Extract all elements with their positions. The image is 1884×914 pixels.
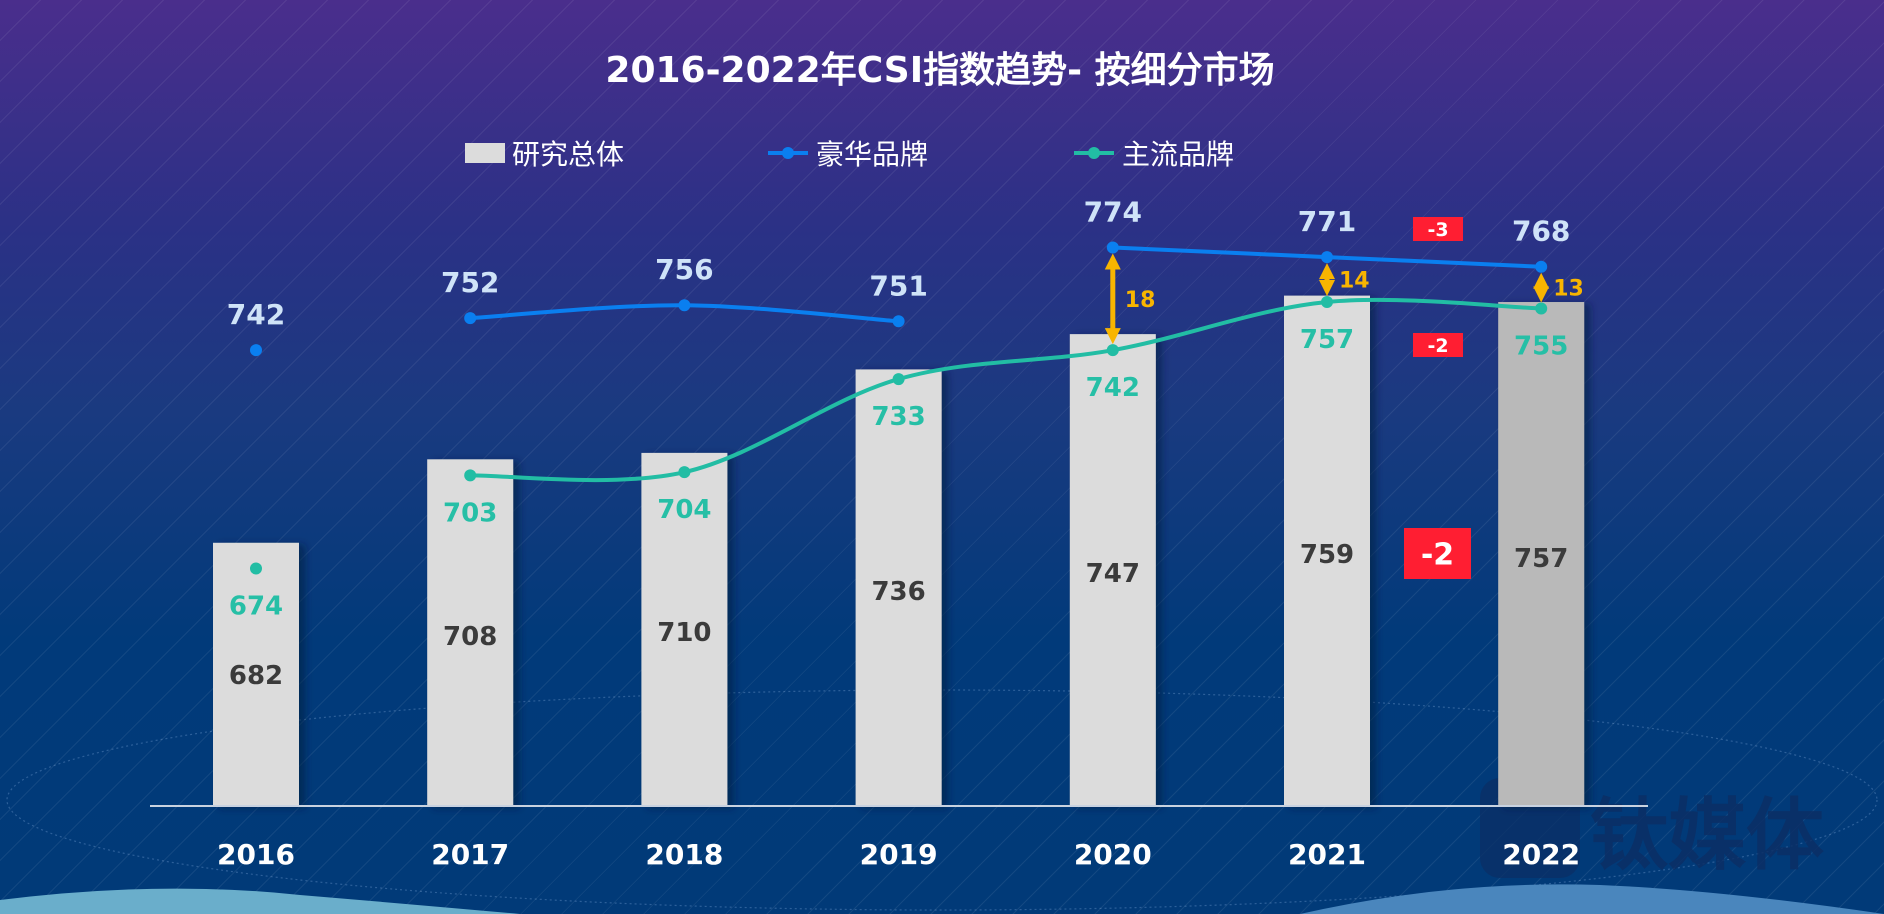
point-mainstream-2017 [464, 469, 477, 482]
gap-label-2021: 14 [1339, 269, 1370, 294]
line-mainstream [470, 297, 1542, 483]
labels-layer: 742 752 756 751 774 771 768 674 703 704 733 742 757 7… [217, 195, 1580, 871]
label-total-2019: 736 [871, 577, 925, 607]
chart-title: 2016-2022年CSI指数趋势- 按细分市场 [605, 50, 1274, 91]
gap-arrow-head-up-2020 [1104, 253, 1121, 270]
change-badge-label-0: -3 [1427, 219, 1448, 241]
background-decoration [0, 689, 1884, 914]
deco-ellipse [6, 689, 1878, 911]
deco-wave-right [1300, 884, 1884, 914]
gap-arrow-head-down-2020 [1104, 328, 1121, 345]
gap-arrow-head-up-2021 [1319, 263, 1335, 280]
legend-swatch-total [465, 143, 505, 163]
change-badge-0 [1413, 217, 1463, 241]
point-luxury-2017 [464, 312, 477, 325]
point-mainstream-2018 [678, 466, 691, 479]
label-total-2021: 759 [1300, 540, 1354, 570]
change-badge-1 [1413, 333, 1463, 357]
watermark-text: 钛媒体 [1590, 791, 1824, 881]
change-badge-label-1: -2 [1427, 335, 1448, 357]
x-tick-label-2022: 2022 [1502, 838, 1580, 871]
lines-layer [250, 241, 1548, 575]
label-total-2016: 682 [229, 661, 283, 691]
legend-marker-mainstream [1088, 147, 1100, 159]
bar-2016 [213, 542, 299, 806]
x-tick-label-2016: 2016 [217, 838, 295, 871]
label-mainstream-2022: 755 [1514, 331, 1568, 361]
bar-2020 [1069, 334, 1156, 806]
point-mainstream-2020 [1106, 344, 1119, 357]
label-luxury-2017: 752 [441, 266, 499, 299]
annotations-layer: 18 14 13 -3 -2 -2 [1104, 217, 1584, 579]
label-total-2018: 710 [657, 618, 711, 648]
x-tick-label-2021: 2021 [1288, 838, 1366, 871]
x-tick-label-2018: 2018 [645, 838, 723, 871]
x-tick-label-2019: 2019 [860, 838, 938, 871]
point-mainstream-2022 [1535, 302, 1548, 315]
label-luxury-2022: 768 [1512, 215, 1570, 248]
legend-label-total: 研究总体 [512, 138, 624, 171]
point-luxury-2021 [1321, 251, 1333, 264]
gap-label-2022: 13 [1553, 277, 1584, 302]
point-luxury-2016 [250, 344, 262, 357]
change-badge-2 [1404, 528, 1471, 579]
gap-arrow-head-up-2022 [1533, 272, 1550, 289]
label-mainstream-2016: 674 [229, 591, 283, 621]
point-luxury-2022 [1535, 260, 1548, 273]
label-luxury-2020: 774 [1084, 195, 1142, 228]
label-luxury-2018: 756 [655, 253, 713, 286]
label-mainstream-2021: 757 [1300, 325, 1354, 355]
label-luxury-2021: 771 [1298, 205, 1356, 238]
label-luxury-2016: 742 [227, 298, 285, 331]
bar-2017 [427, 459, 514, 806]
label-luxury-2019: 751 [869, 269, 927, 302]
label-total-2022: 757 [1514, 544, 1568, 574]
bar-2018 [641, 452, 728, 806]
legend-label-mainstream: 主流品牌 [1122, 138, 1234, 171]
bars-series [213, 295, 1585, 806]
legend-label-luxury: 豪华品牌 [816, 138, 928, 171]
legend-marker-luxury [782, 147, 794, 159]
point-luxury-2019 [892, 315, 905, 328]
point-mainstream-2016 [250, 562, 262, 575]
label-mainstream-2017: 703 [443, 498, 497, 528]
point-mainstream-2021 [1321, 296, 1333, 309]
bar-2022 [1498, 302, 1585, 806]
point-luxury-2018 [678, 299, 691, 312]
label-total-2020: 747 [1086, 559, 1140, 589]
legend: 研究总体 豪华品牌 主流品牌 [465, 138, 1234, 171]
change-badge-label-2: -2 [1421, 537, 1454, 572]
bar-2021 [1284, 295, 1370, 806]
label-mainstream-2020: 742 [1086, 373, 1140, 403]
point-mainstream-2019 [892, 373, 905, 386]
x-tick-label-2020: 2020 [1074, 838, 1152, 871]
point-luxury-2020 [1106, 241, 1119, 254]
label-mainstream-2018: 704 [657, 495, 711, 525]
label-mainstream-2019: 733 [871, 402, 925, 432]
deco-wave-left [0, 888, 520, 914]
bar-2019 [855, 369, 942, 806]
label-total-2017: 708 [443, 622, 497, 652]
gap-arrow-head-down-2022 [1533, 286, 1550, 303]
x-tick-label-2017: 2017 [431, 838, 509, 871]
gap-arrow-head-down-2021 [1319, 280, 1335, 297]
gap-label-2020: 18 [1125, 288, 1156, 313]
